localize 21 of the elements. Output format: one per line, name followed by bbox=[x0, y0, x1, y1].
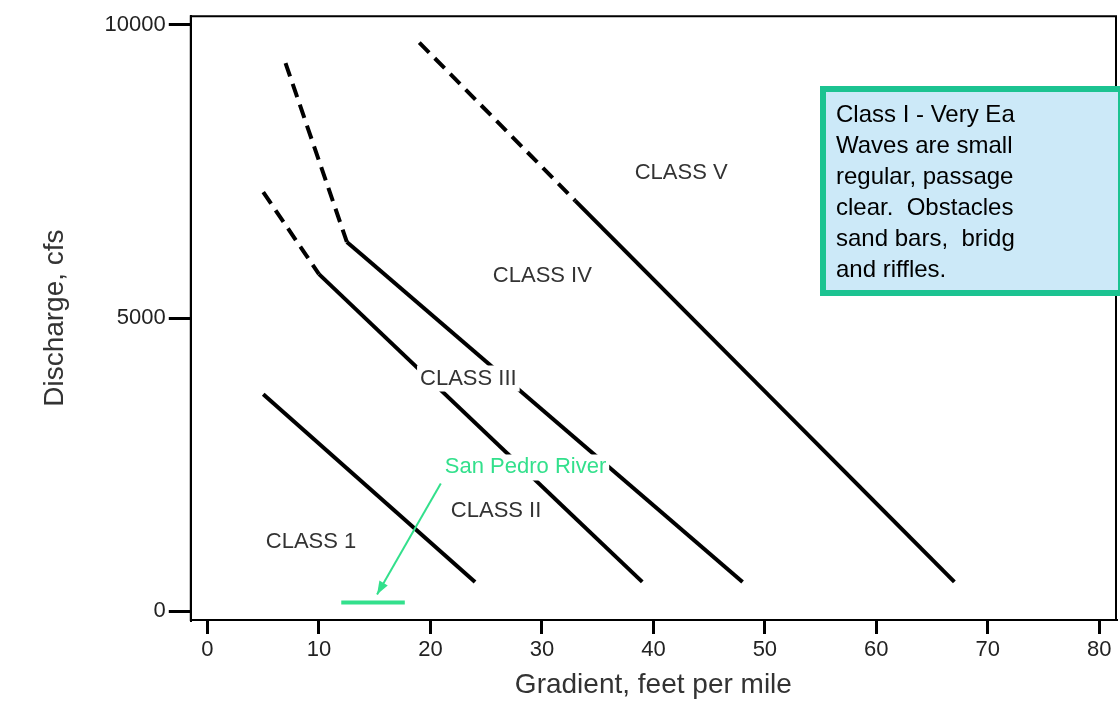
y-tick-label: 10000 bbox=[104, 11, 166, 37]
annotation: CLASS IV bbox=[492, 261, 593, 287]
x-tick-label: 20 bbox=[418, 636, 443, 662]
annotation: CLASS V bbox=[634, 159, 728, 185]
annotation: CLASS III bbox=[420, 364, 517, 390]
x-axis-title: Gradient, feet per mile bbox=[514, 667, 792, 699]
x-tick-label: 0 bbox=[201, 636, 214, 662]
annotation: CLASS 1 bbox=[265, 527, 357, 553]
x-tick-label: 40 bbox=[641, 636, 666, 662]
x-tick-label: 50 bbox=[752, 636, 778, 662]
x-tick-label: 30 bbox=[529, 636, 555, 662]
annotation: CLASS II bbox=[450, 497, 542, 523]
x-tick-label: 80 bbox=[1087, 636, 1112, 662]
note-box: Class I - Very Ea Waves are small regular, passage clear. Obstacles sand bars, bridg and riffles. bbox=[820, 86, 1120, 296]
x-tick-label: 70 bbox=[975, 636, 1001, 662]
x-tick-label: 10 bbox=[306, 636, 332, 662]
x-tick-label: 60 bbox=[864, 636, 889, 662]
y-tick-label: 5000 bbox=[116, 304, 166, 330]
y-axis-title: Discharge, cfs bbox=[37, 229, 69, 407]
text: San Pedro River bbox=[444, 453, 607, 479]
y-tick-label: 0 bbox=[153, 597, 166, 623]
